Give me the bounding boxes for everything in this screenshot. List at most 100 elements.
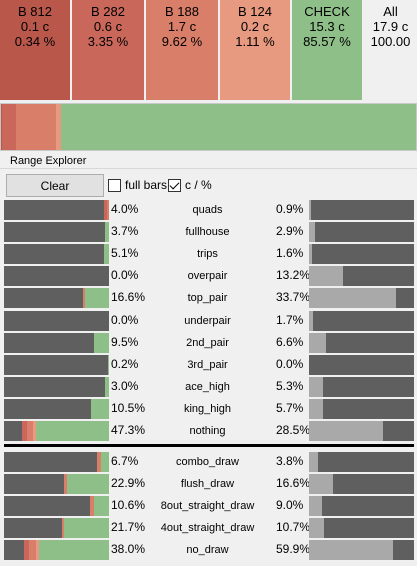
range-category-label: overpair: [187, 270, 228, 282]
range-row-quads[interactable]: 4.0% quads 0.9%: [0, 199, 417, 221]
strategy-frequency-bar: [0, 103, 417, 151]
range-share-segment-check: [63, 518, 109, 538]
range-share-bar: [4, 540, 109, 560]
tile-b812[interactable]: B 812 0.1 c 0.34 %: [0, 0, 70, 100]
range-right-pct: 0.9%: [276, 202, 304, 216]
range-left-pct: 16.6%: [111, 290, 146, 304]
range-overall-fill: [309, 244, 313, 264]
clear-button[interactable]: Clear: [6, 174, 104, 197]
range-category-label: underpair: [184, 315, 231, 327]
tile-name: All: [383, 4, 398, 19]
range-category-label: quads: [192, 204, 223, 216]
full-bars-checkbox-box[interactable]: [108, 178, 121, 192]
range-overall-bar: [309, 518, 414, 538]
range-share-segment-check: [91, 399, 109, 419]
tile-b188[interactable]: B 188 1.7 c 9.62 %: [146, 0, 218, 100]
range-share-bar: [4, 200, 109, 220]
range-left-pct: 9.5%: [111, 335, 139, 349]
tile-pct: 0.34 %: [14, 34, 56, 49]
range-share-segment-b188: [82, 288, 85, 308]
range-share-segment-b124: [33, 421, 36, 441]
range-share-segment-check: [107, 355, 109, 375]
range-row-overpair[interactable]: 0.0% overpair 13.2%: [0, 265, 417, 287]
range-row-king-high[interactable]: 10.5% king_high 5.7%: [0, 398, 417, 420]
range-row-4out-straight-draw[interactable]: 21.7% 4out_straight_draw 10.7%: [0, 517, 417, 539]
action-tiles: B 812 0.1 c 0.34 % B 282 0.6 c 3.35 % B …: [0, 0, 417, 100]
tile-combos: 15.3 c: [309, 19, 345, 34]
range-share-segment-b188: [90, 496, 95, 516]
frequency-segment-check: [60, 104, 416, 150]
range-share-segment-check: [104, 377, 109, 397]
c-pct-checkbox-box[interactable]: [168, 178, 181, 192]
range-share-segment-b124: [35, 540, 39, 560]
range-category-label: ace_high: [185, 381, 230, 393]
range-overall-bar: [309, 421, 414, 441]
range-overall-bar: [309, 377, 414, 397]
range-overall-bar: [309, 496, 414, 516]
range-category-label: 8out_straight_draw: [160, 500, 255, 512]
range-left-pct: 3.7%: [111, 224, 139, 238]
range-left-pct: 5.1%: [111, 246, 139, 260]
range-overall-bar: [309, 474, 414, 494]
tile-pct: 85.57 %: [303, 34, 351, 49]
range-overall-fill: [309, 540, 393, 560]
frequency-segment-b124: [56, 104, 61, 150]
range-share-segment-check: [104, 222, 109, 242]
range-row-trips[interactable]: 5.1% trips 1.6%: [0, 243, 417, 265]
section-label: Range Explorer: [10, 155, 87, 167]
range-share-segment-b188: [27, 421, 34, 441]
range-row-8out-straight-draw[interactable]: 10.6% 8out_straight_draw 9.0%: [0, 495, 417, 517]
range-row-underpair[interactable]: 0.0% underpair 1.7%: [0, 310, 417, 332]
range-share-segment-check: [67, 474, 109, 494]
range-row-combo-draw[interactable]: 6.7% combo_draw 3.8%: [0, 451, 417, 473]
range-share-bar: [4, 244, 109, 264]
range-row-3rd-pair[interactable]: 0.2% 3rd_pair 0.0%: [0, 354, 417, 376]
range-share-segment-b188: [29, 540, 36, 560]
range-share-bar: [4, 399, 109, 419]
range-row-ace-high[interactable]: 3.0% ace_high 5.3%: [0, 376, 417, 398]
range-overall-fill: [309, 421, 383, 441]
range-right-pct: 9.0%: [276, 498, 304, 512]
range-category-label: fullhouse: [185, 226, 230, 238]
separator: [0, 168, 417, 169]
range-row-no-draw[interactable]: 38.0% no_draw 59.9%: [0, 539, 417, 561]
tile-b124[interactable]: B 124 0.2 c 1.11 %: [220, 0, 290, 100]
range-share-bar: [4, 377, 109, 397]
c-pct-checkbox[interactable]: c / %: [168, 177, 212, 193]
tile-name: CHECK: [304, 4, 350, 19]
tile-combos: 1.7 c: [167, 19, 197, 34]
tile-name: B 188: [165, 4, 199, 19]
range-overall-bar: [309, 244, 414, 264]
range-share-bar: [4, 452, 109, 472]
range-overall-fill: [309, 452, 319, 472]
range-row-top-pair[interactable]: 16.6% top_pair 33.7%: [0, 287, 417, 309]
tile-name: B 282: [91, 4, 125, 19]
tile-all[interactable]: All 17.9 c 100.00: [364, 0, 417, 100]
range-share-bar: [4, 474, 109, 494]
range-share-bar: [4, 266, 109, 286]
range-category-label: 4out_straight_draw: [160, 522, 255, 534]
tile-pct: 9.62 %: [161, 34, 203, 49]
range-row-2nd-pair[interactable]: 9.5% 2nd_pair 6.6%: [0, 332, 417, 354]
range-category-label: flush_draw: [180, 478, 235, 490]
range-right-pct: 5.3%: [276, 379, 304, 393]
range-right-pct: 10.7%: [276, 520, 311, 534]
range-row-fullhouse[interactable]: 3.7% fullhouse 2.9%: [0, 221, 417, 243]
frequency-segment-b282: [2, 104, 17, 150]
range-share-segment-check: [100, 452, 109, 472]
range-share-segment-check: [38, 540, 109, 560]
range-right-pct: 16.6%: [276, 476, 311, 490]
range-category-label: top_pair: [187, 292, 228, 304]
tile-b282[interactable]: B 282 0.6 c 3.35 %: [72, 0, 144, 100]
tile-check[interactable]: CHECK 15.3 c 85.57 %: [292, 0, 362, 100]
range-overall-bar: [309, 399, 414, 419]
range-category-label: king_high: [183, 403, 232, 415]
range-row-flush-draw[interactable]: 22.9% flush_draw 16.6%: [0, 473, 417, 495]
range-row-nothing[interactable]: 47.3% nothing 28.5%: [0, 420, 417, 442]
range-share-segment-b188: [63, 474, 67, 494]
range-share-bar: [4, 518, 109, 538]
full-bars-checkbox[interactable]: full bars: [108, 177, 167, 193]
range-right-pct: 1.6%: [276, 246, 304, 260]
range-share-segment-check: [94, 333, 109, 353]
range-overall-fill: [309, 496, 322, 516]
